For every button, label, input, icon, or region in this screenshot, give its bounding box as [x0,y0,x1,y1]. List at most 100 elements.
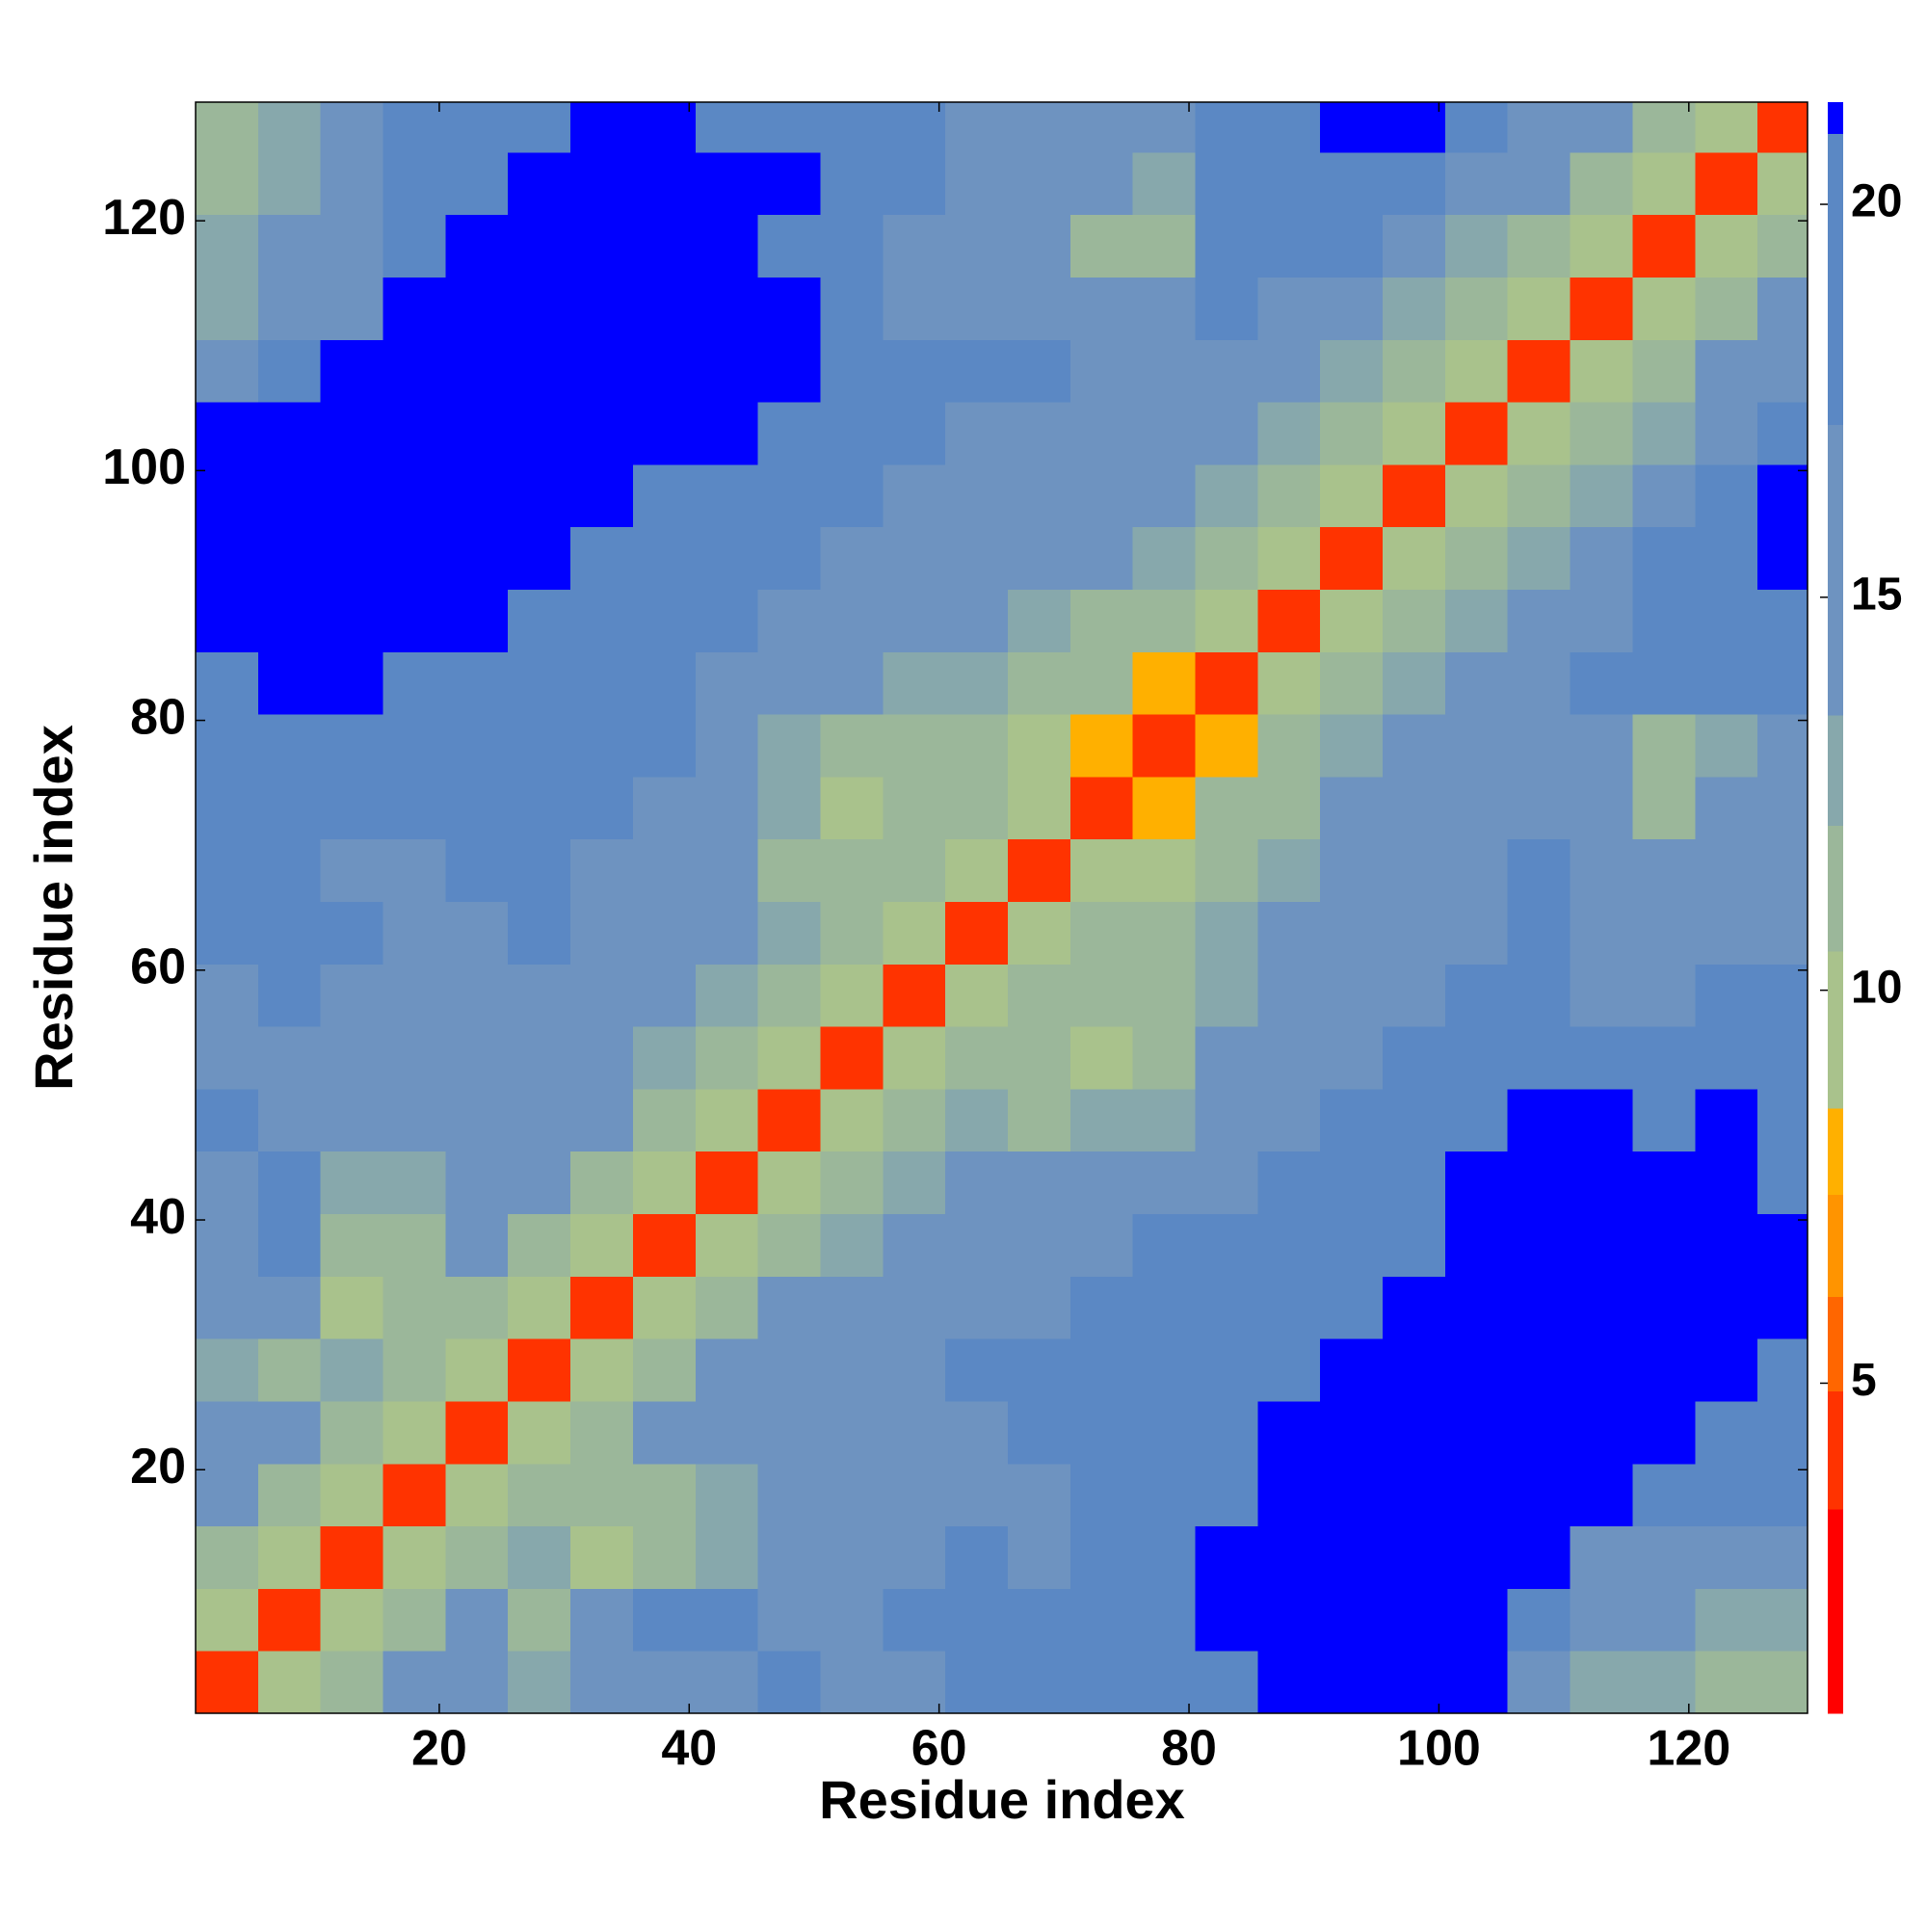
heatmap-cell [508,1651,571,1714]
heatmap-cell [1695,1651,1758,1714]
heatmap-cell [1632,1651,1696,1714]
heatmap-cell [1632,1151,1696,1215]
heatmap-cell [445,1151,509,1215]
heatmap-cell [1007,838,1071,903]
heatmap-cell [820,1213,884,1277]
heatmap-cell [1069,277,1134,340]
colorbar-band [1828,1390,1843,1510]
heatmap-cell [320,964,384,1027]
heatmap-cell [1444,1088,1509,1152]
heatmap-cell [320,1338,384,1402]
heatmap-cell [196,339,259,403]
heatmap-cell [1507,651,1571,715]
heatmap-cell [1257,339,1321,403]
heatmap-cell [695,402,759,465]
heatmap-cell [945,651,1009,715]
heatmap-cell [820,339,884,403]
heatmap-cell [570,651,634,715]
heatmap-cell [383,1651,446,1714]
heatmap-cell [1257,1151,1321,1215]
heatmap-cell [1695,1151,1758,1215]
heatmap-cell [695,151,759,216]
heatmap-cell [1444,526,1509,590]
heatmap-cell [1320,1400,1384,1465]
heatmap-cell [1320,402,1384,465]
heatmap-cell [1132,463,1197,528]
heatmap-cell [632,463,697,528]
heatmap-cells [196,102,1808,1714]
heatmap-cell [1632,463,1696,528]
heatmap-cell [1757,714,1808,778]
heatmap-cell [1069,714,1134,778]
heatmap-cell [820,463,884,528]
heatmap-cell [1695,1276,1758,1339]
heatmap-cell [1632,838,1696,903]
heatmap-cell [1570,402,1633,465]
heatmap-cell [632,214,697,278]
heatmap-cell [570,402,634,465]
heatmap-cell [945,1088,1009,1152]
heatmap-cell [820,1463,884,1527]
heatmap-cell [570,102,634,153]
heatmap-cell [1695,964,1758,1027]
heatmap-cell [1757,1088,1808,1152]
heatmap-cell [820,402,884,465]
heatmap-cell [1069,1463,1134,1527]
heatmap-cell [570,1213,634,1277]
heatmap-cell [695,1213,759,1277]
heatmap-cell [320,1525,384,1589]
heatmap-cell [445,838,509,903]
heatmap-cell [508,1213,571,1277]
heatmap-cell [1069,1651,1134,1714]
heatmap-cell [1257,714,1321,778]
heatmap-cell [1757,526,1808,590]
heatmap-cell [883,1651,946,1714]
heatmap-cell [1132,277,1197,340]
heatmap-cell [1383,463,1446,528]
heatmap-cell [320,1651,384,1714]
heatmap-cell [1632,776,1696,840]
heatmap-cell [383,589,446,652]
heatmap-cell [757,838,821,903]
heatmap-cell [445,1213,509,1277]
heatmap-cell [320,339,384,403]
heatmap-cell [508,589,571,652]
heatmap-cell [1695,277,1758,340]
heatmap-cell [570,463,634,528]
heatmap-cell [445,102,509,153]
heatmap-cell [1507,1651,1571,1714]
heatmap-cell [1383,776,1446,840]
heatmap-cell [257,651,322,715]
heatmap-cell [257,1338,322,1402]
heatmap-cell [883,838,946,903]
heatmap-cell [196,214,259,278]
heatmap-cell [632,901,697,965]
heatmap-cell [1007,102,1071,153]
heatmap-cell [1695,402,1758,465]
heatmap-cell [1507,589,1571,652]
heatmap-cell [1132,1651,1197,1714]
heatmap-cell [320,277,384,340]
heatmap-cell [1195,714,1258,778]
heatmap-cell [820,1151,884,1215]
heatmap-cell [757,1525,821,1589]
heatmap-cell [1632,1588,1696,1652]
heatmap-cell [1383,339,1446,403]
heatmap-cell [945,1400,1009,1465]
heatmap-cell [1069,1338,1134,1402]
heatmap-cell [1383,714,1446,778]
heatmap-cell [508,526,571,590]
heatmap-cell [383,102,446,153]
heatmap-cell [1757,1588,1808,1652]
heatmap-cell [1507,1276,1571,1339]
heatmap-cell [1320,526,1384,590]
heatmap-cell [757,526,821,590]
heatmap-cell [883,1276,946,1339]
heatmap-cell [1757,838,1808,903]
heatmap-cell [820,151,884,216]
heatmap-cell [1132,1026,1197,1090]
heatmap-cell [1444,1588,1509,1652]
heatmap-cell [1195,1026,1258,1090]
heatmap-cell [1132,1088,1197,1152]
heatmap-cell [1695,651,1758,715]
